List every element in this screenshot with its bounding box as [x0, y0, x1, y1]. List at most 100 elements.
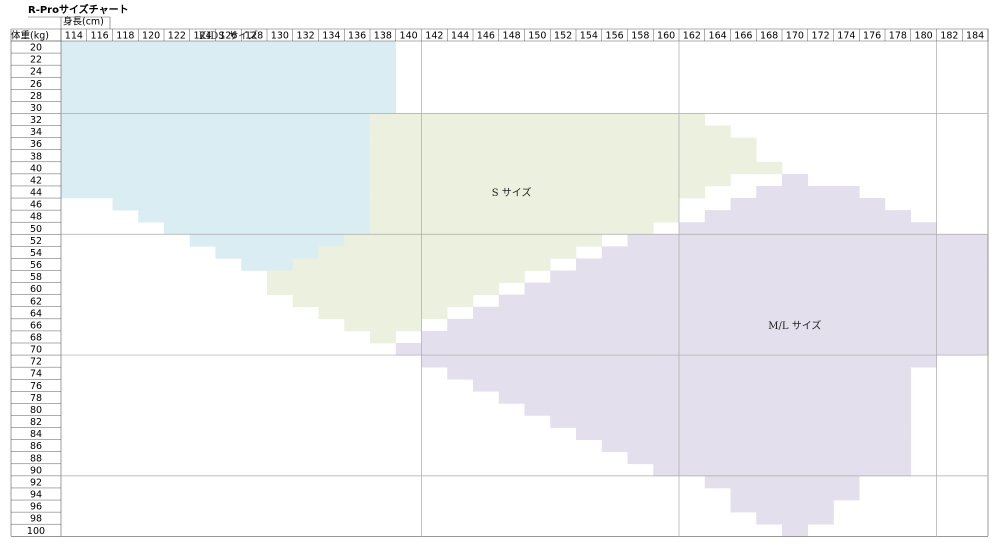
region-cell-1	[61, 77, 397, 90]
y-tick-label: 98	[30, 514, 42, 525]
region-cell-2	[318, 246, 577, 259]
x-tick-label: 114	[65, 31, 83, 42]
y-tick-label: 40	[30, 163, 42, 174]
region-cell-3	[679, 222, 937, 235]
x-tick-label: 178	[889, 31, 907, 42]
x-tick-label: 162	[683, 31, 701, 42]
y-tick-label: 20	[30, 43, 42, 54]
y-tick-label: 58	[30, 272, 42, 283]
region-cell-1	[61, 65, 397, 78]
x-tick-label: 122	[168, 31, 186, 42]
region-cell-2	[267, 282, 500, 295]
y-tick-label: 72	[30, 357, 42, 368]
region-cell-3	[550, 415, 912, 428]
x-tick-label: 138	[374, 31, 392, 42]
region-labels: KIDS サイズ S サイズ M/L サイズ	[199, 29, 822, 332]
region-label: M/L サイズ	[768, 319, 821, 332]
region-cell-3	[730, 500, 834, 513]
y-tick-label: 30	[30, 103, 42, 114]
region-label: KIDS サイズ	[199, 29, 258, 42]
y-tick-label: 62	[30, 296, 42, 307]
region-cell-2	[370, 149, 757, 163]
x-tick-label: 156	[606, 31, 624, 42]
region-label: S サイズ	[492, 186, 532, 199]
y-tick-label: 32	[30, 115, 42, 126]
y-tick-label: 42	[30, 175, 42, 186]
x-tick-label: 160	[657, 31, 675, 42]
y-tick-label: 94	[30, 490, 42, 501]
x-tick-label: 118	[116, 31, 134, 42]
region-cell-3	[627, 451, 912, 465]
x-tick-label: 124	[194, 31, 212, 42]
y-tick-label: 90	[30, 465, 42, 476]
x-tick-label: 120	[142, 31, 160, 42]
region-cell-1	[138, 210, 371, 223]
region-cell-3	[704, 475, 860, 489]
y-tick-label: 22	[30, 55, 42, 66]
region-cell-3	[524, 282, 989, 295]
x-tick-label: 154	[580, 31, 598, 42]
x-tick-labels: 114 116 118 120 122 124 126 128 130 132 134 136 138 1…	[65, 31, 984, 42]
region-cell-3	[576, 427, 912, 440]
x-axis-label: 身長(cm)	[63, 16, 104, 28]
region-cell-3	[576, 258, 989, 271]
x-tick-label: 116	[91, 31, 109, 42]
region-cell-2	[370, 137, 757, 151]
region-cell-1	[189, 234, 371, 247]
x-tick-label: 158	[631, 31, 649, 42]
y-tick-label: 54	[30, 248, 42, 259]
region-cell-2	[292, 294, 474, 308]
region-cell-1	[164, 222, 371, 235]
region-cell-3	[601, 439, 912, 453]
y-tick-label: 60	[30, 284, 42, 295]
region-cell-1	[61, 101, 397, 114]
x-tick-label: 174	[837, 31, 855, 42]
region-cell-2	[370, 330, 397, 344]
region-cells	[61, 41, 989, 537]
y-tick-label: 52	[30, 236, 42, 247]
region-cell-1	[61, 125, 371, 138]
region-cell-2	[370, 198, 680, 211]
region-cell-3	[730, 198, 886, 211]
y-tick-label: 48	[30, 212, 42, 223]
region-cell-3	[782, 173, 809, 187]
region-cell-3	[524, 403, 912, 416]
y-tick-label: 88	[30, 453, 42, 464]
y-tick-label: 84	[30, 429, 42, 440]
region-cell-2	[370, 125, 731, 138]
region-cell-1	[61, 161, 371, 175]
y-tick-label: 46	[30, 200, 42, 211]
y-tick-label: 76	[30, 381, 42, 392]
grid-lines	[10, 16, 989, 537]
y-tick-label: 80	[30, 405, 42, 416]
region-cell-1	[112, 198, 371, 211]
region-cell-3	[498, 294, 989, 308]
region-cell-3	[756, 185, 860, 199]
x-tick-label: 150	[528, 31, 546, 42]
chart-title: R-Proサイズチャート	[28, 3, 129, 16]
x-tick-label: 148	[503, 31, 521, 42]
region-cell-2	[370, 222, 654, 235]
x-tick-label: 142	[425, 31, 443, 42]
x-tick-label: 184	[966, 31, 984, 42]
x-tick-label: 180	[915, 31, 933, 42]
region-cell-2	[370, 173, 731, 187]
y-tick-label: 86	[30, 441, 42, 452]
y-tick-label: 96	[30, 502, 42, 513]
x-tick-label: 176	[863, 31, 881, 42]
region-cell-2	[344, 234, 603, 247]
y-tick-label: 66	[30, 320, 42, 331]
region-cell-3	[704, 210, 912, 223]
x-tick-label: 130	[271, 31, 289, 42]
region-cell-3	[782, 524, 809, 537]
region-cell-1	[61, 137, 371, 151]
y-tick-label: 100	[27, 526, 45, 537]
x-tick-label: 172	[812, 31, 830, 42]
region-cell-3	[498, 391, 912, 404]
region-cell-2	[344, 318, 422, 332]
region-cell-1	[61, 41, 397, 54]
y-tick-label: 26	[30, 79, 42, 90]
region-cell-3	[473, 306, 989, 320]
